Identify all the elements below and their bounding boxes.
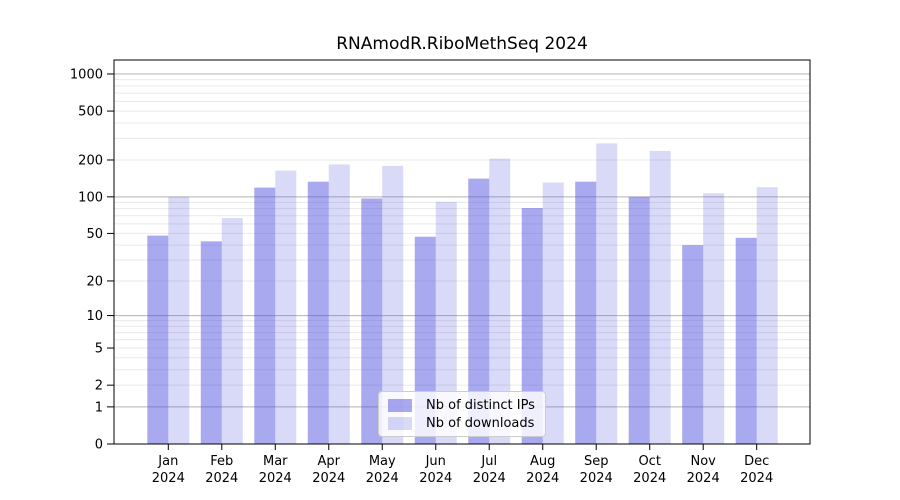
bar-oct-downloads [649,150,671,444]
y-tick-label-1000: 1000 [70,68,103,83]
y-tick-label-0: 0 [95,438,103,453]
bar-mar-distinct-ips [254,187,276,444]
bar-feb-distinct-ips [200,241,222,444]
y-tick-label-10: 10 [86,309,103,324]
bar-oct-distinct-ips [628,196,650,444]
bar-may-distinct-ips [361,198,383,444]
legend-item-downloads: Nb of downloads [388,415,536,431]
legend-item-distinct-ips: Nb of distinct IPs [388,397,536,413]
bar-nov-distinct-ips [682,245,704,444]
legend-label-downloads: Nb of downloads [426,415,535,431]
x-tick-label-jan: Jan 2024 [152,454,185,486]
bar-mar-downloads [275,170,297,444]
y-tick-label-1: 1 [95,400,103,415]
x-tick-label-jun: Jun 2024 [419,454,452,486]
x-tick-label-feb: Feb 2024 [205,454,238,486]
y-tick-label-5: 5 [95,342,103,357]
legend-label-distinct-ips: Nb of distinct IPs [426,397,535,413]
bar-sep-downloads [596,143,618,445]
x-tick-label-oct: Oct 2024 [633,454,666,486]
bar-nov-downloads [703,193,725,444]
x-tick-label-jul: Jul 2024 [473,454,506,486]
y-tick-label-100: 100 [78,190,103,205]
x-tick-label-nov: Nov 2024 [687,454,720,486]
bar-aug-distinct-ips [521,207,543,444]
legend-swatch-downloads [388,416,412,430]
bar-dec-downloads [756,187,778,444]
plot-border [113,59,811,445]
bar-jul-downloads [489,158,511,444]
legend-swatch-distinct-ips [388,398,412,412]
x-tick-label-sep: Sep 2024 [580,454,613,486]
bar-jan-distinct-ips [147,235,169,444]
bar-apr-downloads [328,164,350,444]
bar-may-downloads [382,165,404,444]
x-tick-label-may: May 2024 [366,454,399,486]
bar-feb-downloads [221,218,243,444]
bar-apr-distinct-ips [307,181,329,444]
bar-aug-downloads [542,182,564,444]
chart-title: RNAmodR.RiboMethSeq 2024 [336,34,588,54]
x-tick-label-aug: Aug 2024 [526,454,559,486]
x-tick-label-dec: Dec 2024 [740,454,773,486]
x-tick-label-mar: Mar 2024 [259,454,292,486]
bar-jul-distinct-ips [468,178,490,444]
y-tick-label-2: 2 [95,379,103,394]
y-tick-label-50: 50 [86,227,103,242]
bar-dec-distinct-ips [735,237,757,444]
bar-sep-distinct-ips [575,181,597,444]
bar-jan-downloads [168,196,190,444]
legend: Nb of distinct IPs Nb of downloads [378,391,546,437]
y-tick-label-200: 200 [78,153,103,168]
bar-jun-downloads [435,201,457,444]
y-tick-label-20: 20 [86,274,103,289]
y-tick-label-500: 500 [78,105,103,120]
x-tick-label-apr: Apr 2024 [312,454,345,486]
